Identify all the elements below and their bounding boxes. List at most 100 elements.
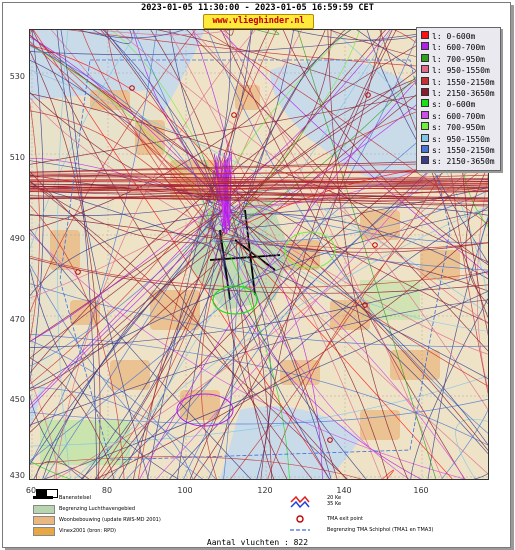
flight-track [30,195,211,385]
urban-area [390,350,440,380]
flight-track [137,30,277,479]
urban-swatch [33,516,55,525]
flight-track [78,30,185,39]
y-tick-label: 450 [9,395,25,404]
map-canvas [30,30,488,479]
legend-item: l: 1550-2150m [421,76,495,88]
flight-track [224,30,234,36]
flight-track [211,190,488,243]
x-tick-label: 140 [336,486,352,495]
legend-label: l: 950-1550m [432,66,490,76]
flight-track [30,204,125,479]
legend-tma-exit: TMA exit point [327,516,364,522]
flight-track [30,197,488,199]
flight-track [214,213,488,280]
airport-zone [190,200,290,310]
legend-item: s: 950-1550m [421,133,490,145]
flight-track [115,30,488,325]
x-tick-label: 60 [25,486,37,495]
flight-track [30,30,345,231]
x-tick-label: 80 [101,486,113,495]
flight-track [30,180,208,244]
flight-track [218,178,229,217]
tma-exit-icon [296,515,304,523]
y-tick-label: 490 [9,234,25,243]
flight-track [220,236,290,479]
flight-track [228,30,391,197]
flight-track [30,255,488,288]
noise-contour-icon [290,495,310,509]
flight-track [30,220,215,367]
flight-track [228,235,488,271]
legend-swatch [421,156,429,165]
tma-boundary [59,59,451,461]
flight-track [30,45,214,220]
legend-ke-contours: 20 Ke 35 Ke [327,495,342,507]
flight-track [193,30,383,479]
flight-track [208,204,488,446]
page-title: 2023-01-05 11:30:00 - 2023-01-05 16:59:5… [141,3,374,13]
urban-area [235,85,260,110]
urban-area [110,360,150,390]
legend-swatch [421,88,429,96]
flight-track [30,187,488,190]
flight-track [186,30,488,352]
legend-tma-schiphol: Begrenzing TMA Schiphol (TMA1 en TMA3) [327,527,434,533]
y-tick-label: 530 [9,72,25,81]
flight-track [260,30,397,479]
flight-track [147,30,253,479]
flight-track [366,30,488,264]
flight-track [30,93,488,263]
legend-item: s: 600-700m [421,110,485,122]
flight-track [176,393,234,427]
flight-track [30,159,488,173]
flight-track [30,179,488,183]
flight-track [282,30,488,266]
legend-item: l: 0-600m [421,31,475,42]
flight-track [223,228,242,479]
flight-track [30,357,115,479]
flight-track [30,212,236,297]
legend-label: s: 950-1550m [432,134,490,144]
vinex-swatch [33,527,55,536]
brand-link[interactable]: www.vlieghinder.nl [203,14,314,29]
flight-track [30,43,488,451]
flight-track [98,208,214,479]
flight-track [74,206,488,479]
flight-track [30,180,488,190]
flight-track [205,226,488,253]
flight-track [33,30,330,479]
flight-track [222,187,488,229]
legend-item: l: 600-700m [421,42,485,53]
flight-track [267,164,488,479]
map-legend: Banenstelsel Begrenzing Luchthavengebied… [29,495,489,540]
x-tick-label: 120 [257,486,273,495]
legend-swatch [421,110,429,119]
flight-track [30,162,488,173]
flight-track [30,232,466,479]
flight-track [238,243,453,479]
flight-track [212,224,367,479]
flight-track [30,30,449,55]
flight-track [241,187,488,208]
flight-track [207,30,488,434]
flight-track [216,210,466,479]
flight-track [30,196,224,342]
legend-swatch [421,145,429,153]
flight-track [30,375,488,447]
tma-exit-point [362,302,368,308]
flight-track [80,216,218,479]
flight-track [36,461,90,479]
legend-label: s: 700-950m [432,123,485,133]
flight-track [56,30,149,479]
flight-track-map[interactable] [29,29,489,480]
legend-item: l: 950-1550m [421,65,490,76]
legend-label: s: 2150-3650m [432,157,495,167]
flight-track [30,387,216,479]
flight-track [207,30,231,208]
tma-exit-point [129,85,135,91]
urban-area [180,390,220,420]
legend-banenstelsel: Banenstelsel [59,495,92,501]
flight-track [30,174,488,190]
flight-track [30,201,214,217]
